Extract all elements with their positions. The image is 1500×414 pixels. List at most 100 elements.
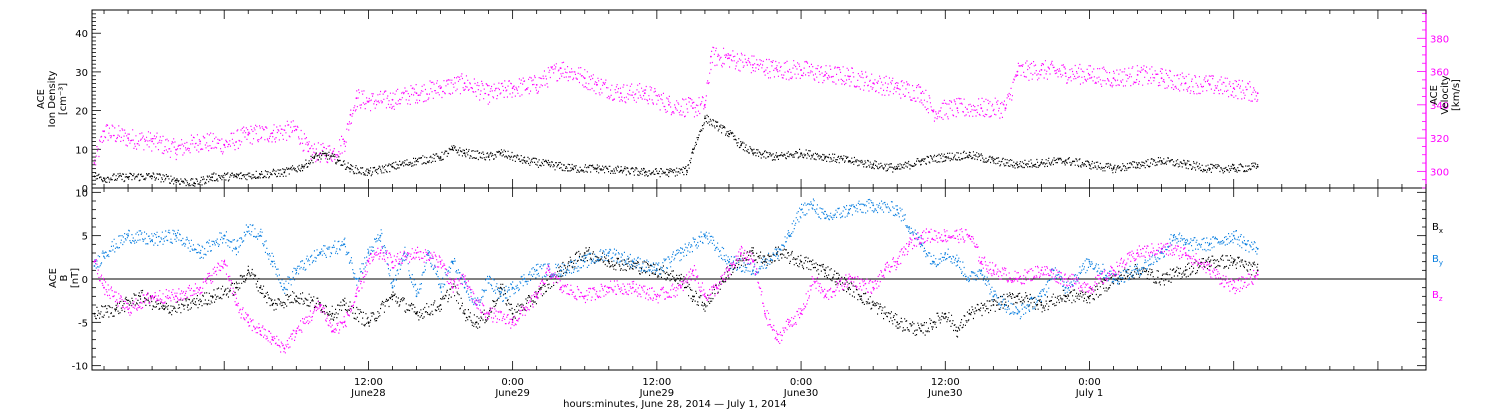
by-series-point bbox=[415, 295, 418, 298]
bz-series-point bbox=[884, 269, 887, 272]
by-series-point bbox=[704, 234, 706, 237]
bx-series-point bbox=[475, 321, 478, 324]
bx-series-point bbox=[607, 260, 610, 263]
density-series-point bbox=[151, 175, 154, 178]
bz-series-point bbox=[896, 260, 899, 263]
density-tick-label: 30 bbox=[75, 68, 88, 79]
date-tick-label: June28 bbox=[350, 388, 386, 399]
by-series-point bbox=[271, 260, 274, 263]
time-tick-label: 12:00 bbox=[642, 377, 671, 388]
velocity-series-point bbox=[1208, 84, 1211, 86]
bz-series-point bbox=[295, 330, 298, 332]
velocity-series-point bbox=[103, 130, 105, 133]
by-series-point bbox=[1004, 304, 1007, 306]
bz-series-point bbox=[740, 252, 742, 254]
velocity-series-point bbox=[355, 97, 358, 100]
density-series-point bbox=[1256, 165, 1259, 168]
by-series-point bbox=[583, 260, 586, 263]
density-series-point bbox=[349, 167, 352, 170]
field-tick-label: 0 bbox=[82, 275, 88, 286]
velocity-series bbox=[94, 46, 1259, 166]
by-series-point bbox=[1028, 304, 1031, 306]
by-series-point bbox=[1244, 243, 1247, 246]
velocity-series-point bbox=[1004, 107, 1007, 109]
velocity-series-point bbox=[932, 110, 935, 113]
density-series-point bbox=[283, 171, 286, 174]
bx-series-point bbox=[499, 286, 502, 289]
velocity-tick-label: 380 bbox=[1430, 34, 1449, 45]
density-series-point bbox=[944, 156, 947, 158]
velocity-series-point bbox=[1136, 74, 1139, 76]
by-series-point bbox=[872, 204, 875, 207]
density-tick-label: 20 bbox=[75, 107, 88, 118]
velocity-series-point bbox=[1040, 69, 1043, 71]
by-series-point bbox=[655, 269, 658, 272]
density-series bbox=[94, 114, 1259, 187]
by-series-point bbox=[896, 208, 899, 211]
bz-series-point bbox=[175, 295, 178, 298]
density-series-point bbox=[415, 160, 418, 162]
density-series-point bbox=[301, 165, 304, 168]
bx-series-point bbox=[932, 321, 935, 324]
bx-series-point bbox=[259, 286, 262, 289]
bx-series-point bbox=[271, 304, 274, 306]
density-axis-label: Ion Density bbox=[47, 71, 58, 128]
field-tick-label: 5 bbox=[82, 232, 88, 243]
density-series-point bbox=[325, 154, 328, 157]
density-series-point bbox=[103, 177, 105, 180]
bx-series-point bbox=[920, 330, 923, 332]
by-series-point bbox=[199, 252, 202, 254]
bx-series-point bbox=[956, 330, 959, 332]
density-series-point bbox=[337, 160, 340, 162]
velocity-series-point bbox=[956, 107, 959, 109]
bz-series-point bbox=[692, 269, 694, 272]
by-series-point bbox=[680, 252, 682, 254]
by-series-point bbox=[295, 269, 298, 272]
bz-series-point bbox=[1184, 252, 1187, 254]
by-series-point bbox=[1256, 247, 1259, 250]
density-series-point bbox=[704, 117, 706, 120]
date-tick-label: July 1 bbox=[1075, 388, 1104, 399]
bx-series-point bbox=[247, 269, 250, 272]
bx-series-point bbox=[211, 295, 214, 298]
by-series-point bbox=[463, 286, 466, 289]
bz-series-point bbox=[355, 295, 358, 298]
density-series-point bbox=[367, 171, 370, 174]
velocity-series-point bbox=[619, 92, 622, 95]
density-series-point bbox=[800, 152, 802, 155]
bz-series-point bbox=[752, 260, 754, 263]
bz-series-point bbox=[968, 234, 971, 237]
bz-series-point bbox=[1256, 273, 1259, 276]
velocity-series-point bbox=[1184, 82, 1187, 85]
density-series-point bbox=[896, 167, 899, 170]
by-series-point bbox=[487, 278, 490, 280]
bz-series-point bbox=[103, 286, 105, 289]
by-series-point bbox=[1136, 269, 1139, 272]
bz-series-point bbox=[451, 286, 454, 289]
density-series-point bbox=[451, 148, 454, 151]
density-series-point bbox=[391, 165, 394, 168]
time-tick-label: 0:00 bbox=[790, 377, 812, 388]
by-series-point bbox=[1208, 243, 1211, 246]
velocity-series-point bbox=[511, 87, 514, 90]
velocity-series-point bbox=[247, 133, 250, 136]
density-series-point bbox=[643, 171, 646, 174]
bz-series-point bbox=[1016, 278, 1019, 280]
density-panel-frame bbox=[91, 9, 1427, 189]
by-series-point bbox=[535, 269, 538, 272]
bz-series-point bbox=[704, 295, 706, 298]
bz-series bbox=[94, 228, 1259, 354]
by-series-point bbox=[944, 252, 947, 254]
density-series-point bbox=[193, 182, 196, 185]
density-series-point bbox=[259, 173, 262, 176]
velocity-series-point bbox=[595, 84, 598, 86]
bz-series-point bbox=[872, 286, 875, 289]
velocity-series-point bbox=[776, 69, 778, 71]
bz-series-point bbox=[127, 308, 129, 311]
velocity-series-point bbox=[439, 87, 442, 90]
density-series-point bbox=[848, 160, 850, 162]
bz-series-point bbox=[776, 338, 778, 341]
bz-series-point bbox=[788, 321, 790, 324]
velocity-axis-label: ACE bbox=[1429, 85, 1440, 105]
